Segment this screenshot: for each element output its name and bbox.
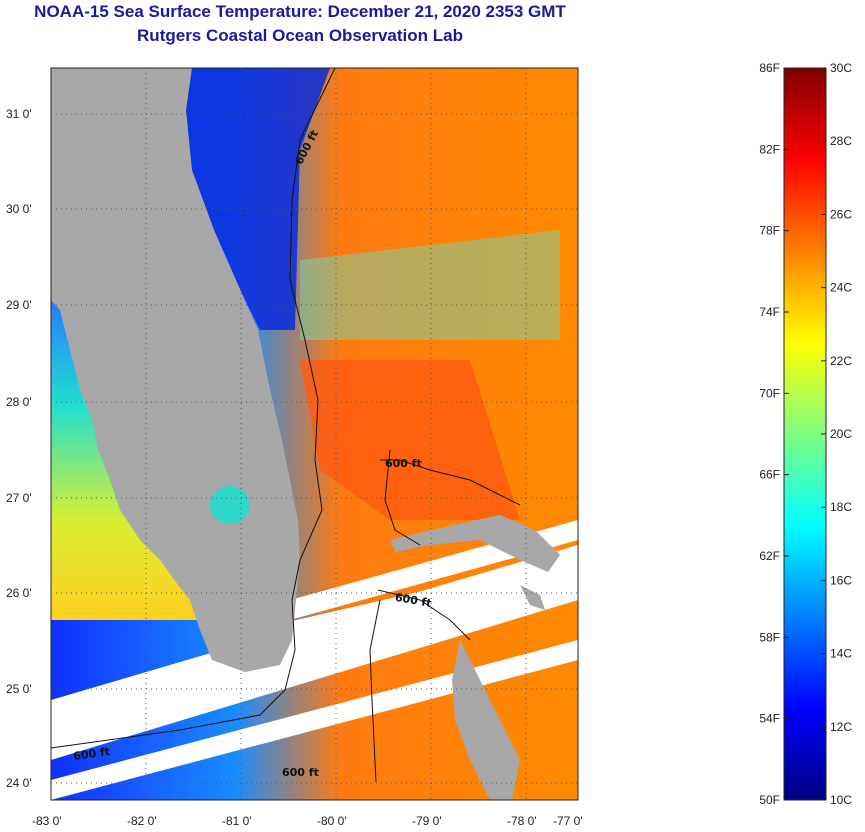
celsius-label: 24C bbox=[830, 281, 852, 295]
celsius-label: 28C bbox=[830, 134, 852, 148]
fahrenheit-label: 58F bbox=[759, 630, 780, 644]
lon-tick-label: -80 0' bbox=[317, 814, 347, 828]
fahrenheit-label: 86F bbox=[759, 61, 780, 75]
bahamas-land bbox=[390, 515, 560, 800]
lon-axis: -83 0' -82 0' -81 0' -80 0' -79 0' -78 0… bbox=[32, 814, 583, 828]
celsius-label: 12C bbox=[830, 720, 852, 734]
lon-tick-label: -78 0' bbox=[507, 814, 537, 828]
lat-tick-label: 30 0' bbox=[6, 202, 32, 216]
lat-axis: 24 0' 25 0' 26 0' 27 0' 28 0' 29 0' 30 0… bbox=[6, 107, 32, 790]
celsius-label: 14C bbox=[830, 647, 852, 661]
warm-core bbox=[300, 360, 520, 520]
mid-water bbox=[300, 230, 560, 340]
fahrenheit-label: 70F bbox=[759, 386, 780, 400]
celsius-label: 22C bbox=[830, 354, 852, 368]
lat-tick-label: 31 0' bbox=[6, 107, 32, 121]
fahrenheit-label: 82F bbox=[759, 142, 780, 156]
fahrenheit-label: 74F bbox=[759, 305, 780, 319]
lon-tick-label: -77 0' bbox=[553, 814, 583, 828]
contour-label: 600 ft bbox=[73, 745, 111, 763]
fahrenheit-label: 50F bbox=[759, 793, 780, 807]
fahrenheit-label: 78F bbox=[759, 224, 780, 238]
contour-label: 600 ft bbox=[282, 766, 319, 779]
lon-tick-label: -79 0' bbox=[412, 814, 442, 828]
map-frame bbox=[50, 67, 579, 801]
celsius-label: 10C bbox=[830, 793, 852, 807]
lon-tick-label: -82 0' bbox=[127, 814, 157, 828]
lake-okeechobee bbox=[210, 486, 250, 524]
fahrenheit-labels: 86F 82F 78F 74F 70F 66F 62F 58F 54F 50F bbox=[759, 61, 789, 807]
celsius-label: 16C bbox=[830, 573, 852, 587]
lon-tick-label: -83 0' bbox=[32, 814, 62, 828]
contour-label: 600 ft bbox=[394, 591, 433, 610]
colorbar-gradient bbox=[783, 67, 827, 801]
celsius-label: 20C bbox=[830, 427, 852, 441]
fahrenheit-label: 62F bbox=[759, 549, 780, 563]
fahrenheit-label: 66F bbox=[759, 468, 780, 482]
celsius-label: 26C bbox=[830, 207, 852, 221]
lat-tick-label: 27 0' bbox=[6, 491, 32, 505]
graticule bbox=[51, 68, 578, 800]
lat-tick-label: 26 0' bbox=[6, 586, 32, 600]
map-title: NOAA-15 Sea Surface Temperature: Decembe… bbox=[34, 2, 566, 21]
map-subtitle: Rutgers Coastal Ocean Observation Lab bbox=[137, 26, 463, 45]
celsius-label: 18C bbox=[830, 500, 852, 514]
fahrenheit-label: 54F bbox=[759, 712, 780, 726]
celsius-labels: 30C 28C 26C 24C 22C 20C 18C 16C 14C 12C 10C bbox=[821, 61, 852, 807]
lon-tick-label: -81 0' bbox=[222, 814, 252, 828]
lat-tick-label: 24 0' bbox=[6, 776, 32, 790]
lat-tick-label: 28 0' bbox=[6, 395, 32, 409]
600ft-isobath bbox=[51, 68, 521, 783]
contour-label: 600 ft bbox=[385, 457, 422, 470]
lat-tick-label: 25 0' bbox=[6, 682, 32, 696]
lat-tick-label: 29 0' bbox=[6, 298, 32, 312]
cold-shelf-water bbox=[150, 68, 330, 330]
celsius-label: 30C bbox=[830, 61, 852, 75]
